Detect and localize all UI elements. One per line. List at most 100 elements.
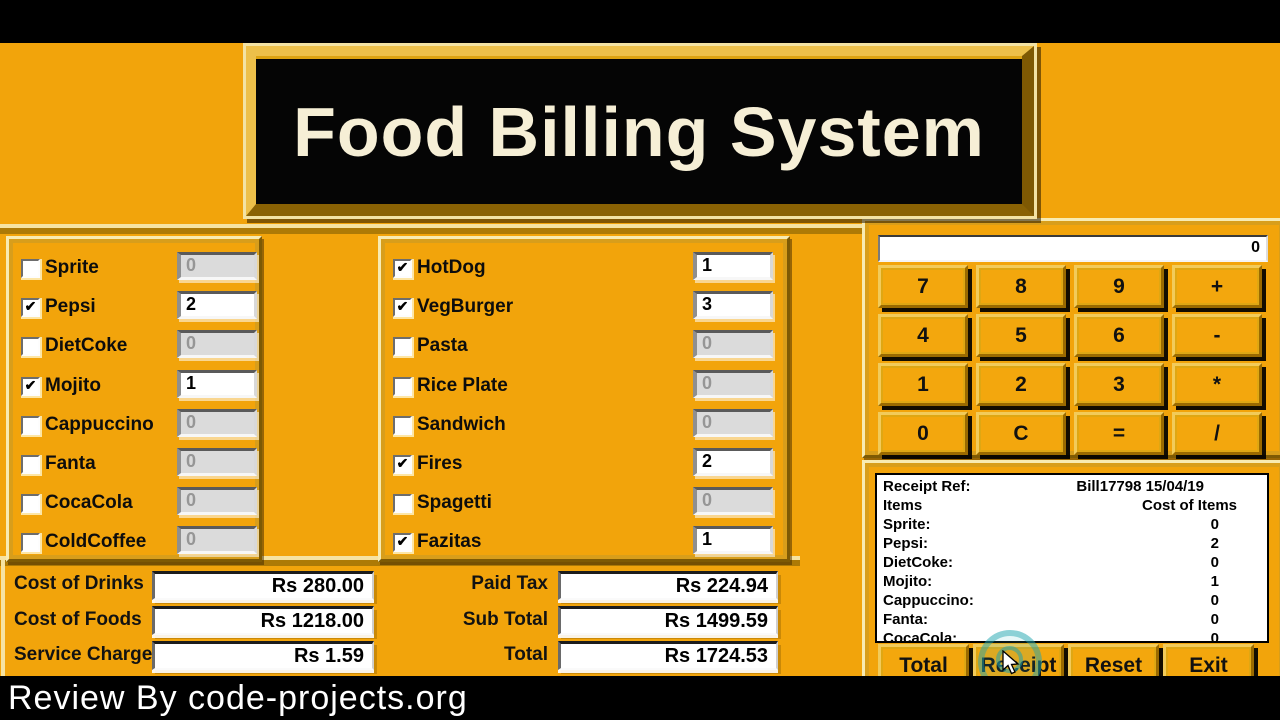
receipt-ref-label: Receipt Ref: — [883, 478, 971, 495]
calc-key-divide[interactable]: / — [1172, 412, 1262, 455]
vegburger-checkbox[interactable]: ✔ — [393, 298, 412, 317]
receipt-line-pepsi: Pepsi: 2 — [877, 534, 1267, 553]
receipt-line-dietcoke: DietCoke: 0 — [877, 553, 1267, 572]
mojito-checkbox[interactable]: ✔ — [21, 377, 40, 396]
calculator-display[interactable]: 0 — [878, 235, 1268, 262]
calc-key-3[interactable]: 3 — [1074, 363, 1164, 406]
calculator-panel: 0 7 8 9 + 4 5 6 - 1 2 3 * 0 C = / — [862, 218, 1280, 458]
calc-key-4[interactable]: 4 — [878, 314, 968, 357]
calc-key-9[interactable]: 9 — [1074, 265, 1164, 308]
sprite-qty-field[interactable]: 0 — [177, 252, 257, 280]
spagetti-checkbox[interactable] — [393, 494, 412, 513]
fires-checkbox[interactable]: ✔ — [393, 455, 412, 474]
coldcoffee-checkbox[interactable] — [21, 533, 40, 552]
drink-row-fanta: Fanta 0 — [9, 445, 259, 484]
calc-key-7[interactable]: 7 — [878, 265, 968, 308]
coldcoffee-qty-field[interactable]: 0 — [177, 526, 257, 554]
calc-key-1[interactable]: 1 — [878, 363, 968, 406]
cost-of-drinks-field[interactable]: Rs 280.00 — [152, 571, 374, 600]
receipt-panel: Receipt Ref: Bill17798 15/04/19 Items Co… — [862, 460, 1280, 720]
food-row-hotdog: ✔ HotDog 1 — [381, 249, 787, 288]
drink-row-dietcoke: DietCoke 0 — [9, 327, 259, 366]
cocacola-label: CocaCola — [45, 492, 133, 513]
food-row-sandwich: Sandwich 0 — [381, 406, 787, 445]
fanta-label: Fanta — [45, 453, 96, 474]
calc-key-0[interactable]: 0 — [878, 412, 968, 455]
fires-qty-field[interactable]: 2 — [693, 448, 773, 476]
bottom-watermark-bar: Review By code-projects.org — [0, 676, 1280, 720]
coldcoffee-label: ColdCoffee — [45, 531, 147, 552]
sandwich-qty-field[interactable]: 0 — [693, 409, 773, 437]
fanta-checkbox[interactable] — [21, 455, 40, 474]
pepsi-qty-field[interactable]: 2 — [177, 291, 257, 319]
hotdog-label: HotDog — [417, 257, 486, 278]
paid-tax-label: Paid Tax — [471, 573, 548, 594]
form-left-bevel — [1, 560, 5, 676]
pepsi-checkbox[interactable]: ✔ — [21, 298, 40, 317]
cappuccino-qty-field[interactable]: 0 — [177, 409, 257, 437]
calc-key-5[interactable]: 5 — [976, 314, 1066, 357]
riceplate-qty-field[interactable]: 0 — [693, 370, 773, 398]
receipt-listbox[interactable]: Receipt Ref: Bill17798 15/04/19 Items Co… — [875, 473, 1269, 643]
sub-total-field[interactable]: Rs 1499.59 — [558, 606, 778, 635]
receipt-items-header: Items — [883, 497, 923, 514]
food-row-pasta: Pasta 0 — [381, 327, 787, 366]
receipt-item-value: 0 — [1210, 554, 1219, 571]
form-top-bevel — [0, 224, 1280, 234]
calc-key-6[interactable]: 6 — [1074, 314, 1164, 357]
calc-key-minus[interactable]: - — [1172, 314, 1262, 357]
mojito-qty-field[interactable]: 1 — [177, 370, 257, 398]
service-charge-field[interactable]: Rs 1.59 — [152, 641, 374, 670]
total-field[interactable]: Rs 1724.53 — [558, 641, 778, 670]
spagetti-qty-field[interactable]: 0 — [693, 487, 773, 515]
calc-key-clear[interactable]: C — [976, 412, 1066, 455]
calc-key-8[interactable]: 8 — [976, 265, 1066, 308]
drink-row-cappuccino: Cappuccino 0 — [9, 406, 259, 445]
receipt-item-label: CocaCola: — [883, 630, 958, 643]
paid-tax-field[interactable]: Rs 224.94 — [558, 571, 778, 600]
food-row-spagetti: Spagetti 0 — [381, 484, 787, 523]
receipt-item-label: Cappuccino: — [883, 592, 974, 609]
cost-of-foods-label: Cost of Foods — [14, 609, 142, 630]
calc-key-plus[interactable]: + — [1172, 265, 1262, 308]
fazitas-checkbox[interactable]: ✔ — [393, 533, 412, 552]
receipt-cost-header: Cost of Items — [1141, 497, 1237, 514]
pasta-qty-field[interactable]: 0 — [693, 330, 773, 358]
vegburger-label: VegBurger — [417, 296, 514, 317]
cocacola-qty-field[interactable]: 0 — [177, 487, 257, 515]
fanta-qty-field[interactable]: 0 — [177, 448, 257, 476]
fazitas-label: Fazitas — [417, 531, 482, 552]
cocacola-checkbox[interactable] — [21, 494, 40, 513]
receipt-item-label: Fanta: — [883, 611, 928, 628]
calc-key-equals[interactable]: = — [1074, 412, 1164, 455]
calc-key-multiply[interactable]: * — [1172, 363, 1262, 406]
foods-panel: ✔ HotDog 1 ✔ VegBurger 3 Pasta 0 Rice Pl… — [378, 236, 790, 562]
title-banner-plate: Food Billing System — [256, 56, 1022, 204]
hotdog-checkbox[interactable]: ✔ — [393, 259, 412, 278]
mouse-cursor-icon — [1002, 650, 1020, 675]
sandwich-label: Sandwich — [417, 414, 506, 435]
spagetti-label: Spagetti — [417, 492, 492, 513]
receipt-item-label: DietCoke: — [883, 554, 954, 571]
pasta-checkbox[interactable] — [393, 337, 412, 356]
mojito-label: Mojito — [45, 375, 101, 396]
riceplate-checkbox[interactable] — [393, 377, 412, 396]
cost-of-foods-field[interactable]: Rs 1218.00 — [152, 606, 374, 635]
pepsi-label: Pepsi — [45, 296, 96, 317]
sandwich-checkbox[interactable] — [393, 416, 412, 435]
food-row-fires: ✔ Fires 2 — [381, 445, 787, 484]
receipt-line-sprite: Sprite: 0 — [877, 515, 1267, 534]
vegburger-qty-field[interactable]: 3 — [693, 291, 773, 319]
food-row-vegburger: ✔ VegBurger 3 — [381, 288, 787, 327]
cappuccino-checkbox[interactable] — [21, 416, 40, 435]
hotdog-qty-field[interactable]: 1 — [693, 252, 773, 280]
sub-total-label: Sub Total — [462, 609, 548, 630]
dietcoke-checkbox[interactable] — [21, 337, 40, 356]
calc-key-2[interactable]: 2 — [976, 363, 1066, 406]
fazitas-qty-field[interactable]: 1 — [693, 526, 773, 554]
title-banner-frame: Food Billing System — [246, 46, 1034, 216]
sprite-checkbox[interactable] — [21, 259, 40, 278]
click-highlight-dot — [996, 646, 1023, 673]
receipt-ref-row: Receipt Ref: Bill17798 15/04/19 — [877, 477, 1267, 496]
dietcoke-qty-field[interactable]: 0 — [177, 330, 257, 358]
